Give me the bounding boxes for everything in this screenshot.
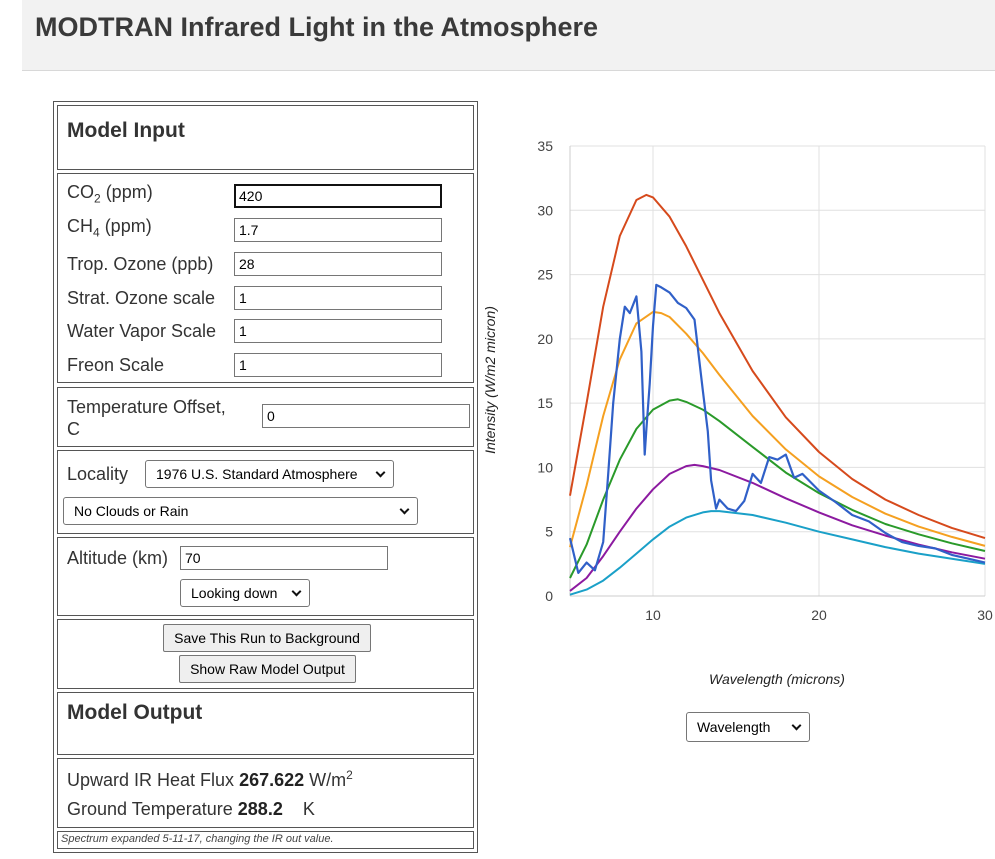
chart-tick-labels: 0 5 10 15 20 25 30 35 10 20 30 xyxy=(537,138,993,623)
model-output-header: Model Output xyxy=(57,692,474,755)
blackbody-curve-4 xyxy=(569,463,986,592)
altitude-section: Altitude (km) Looking down xyxy=(57,537,474,616)
temp-offset-input[interactable] xyxy=(262,404,470,428)
freon-input[interactable] xyxy=(234,353,442,377)
model-output-section: Upward IR Heat Flux 267.622 W/m2 Ground … xyxy=(57,758,474,828)
altitude-input[interactable] xyxy=(180,546,388,570)
upward-flux-unit: W/m2 xyxy=(309,768,353,790)
x-axis-mode-select[interactable]: Wavelength xyxy=(686,712,810,742)
altitude-label: Altitude (km) xyxy=(67,548,169,568)
locality-label: Locality xyxy=(67,464,129,484)
temp-offset-label-line2: C xyxy=(67,419,80,439)
blackbody-curve-5 xyxy=(569,510,986,596)
co2-label: CO2 (ppm) xyxy=(67,182,153,206)
save-run-button[interactable]: Save This Run to Background xyxy=(163,624,371,652)
strat-ozone-label: Strat. Ozone scale xyxy=(67,288,216,308)
y-tick-label: 20 xyxy=(537,331,553,347)
trop-ozone-label: Trop. Ozone (ppb) xyxy=(67,254,214,274)
ground-temp-value: 288.2 xyxy=(237,799,283,819)
trop-ozone-input[interactable] xyxy=(234,252,442,276)
x-tick-label: 10 xyxy=(645,607,661,623)
spectrum-chart: 0 5 10 15 20 25 30 35 10 20 30 Intensity (W/m2 mic… xyxy=(482,138,993,687)
spectrum-note: Spectrum expanded 5-11-17, changing the … xyxy=(61,833,334,845)
ground-temp-line: Ground Temperature 288.2 K xyxy=(67,799,315,820)
locality-select[interactable]: 1976 U.S. Standard Atmosphere xyxy=(145,460,394,488)
direction-select-value: Looking down xyxy=(191,585,278,601)
chevron-down-icon xyxy=(375,467,386,478)
clouds-select-value: No Clouds or Rain xyxy=(74,503,189,519)
co2-input[interactable] xyxy=(234,184,442,208)
upward-flux-line: Upward IR Heat Flux 267.622 W/m2 xyxy=(67,768,353,791)
locality-select-value: 1976 U.S. Standard Atmosphere xyxy=(156,466,358,482)
ch4-label: CH4 (ppm) xyxy=(67,216,152,240)
gas-inputs-section: CO2 (ppm) CH4 (ppm) Trop. Ozone (ppb) St… xyxy=(57,173,474,383)
page-title: MODTRAN Infrared Light in the Atmosphere xyxy=(35,12,599,42)
chart-series xyxy=(568,193,986,596)
chevron-down-icon xyxy=(399,504,410,515)
blackbody-curve-1 xyxy=(569,193,986,540)
chart-grid xyxy=(569,145,986,597)
y-tick-label: 25 xyxy=(537,267,553,283)
freon-label: Freon Scale xyxy=(67,355,165,375)
chevron-down-icon xyxy=(791,720,802,731)
upward-flux-label: Upward IR Heat Flux xyxy=(67,770,235,790)
y-tick-label: 15 xyxy=(537,395,553,411)
ground-temp-label: Ground Temperature xyxy=(67,799,233,819)
water-vapor-label: Water Vapor Scale xyxy=(67,321,217,341)
upward-flux-value: 267.622 xyxy=(239,770,305,790)
y-tick-label: 30 xyxy=(537,202,553,218)
direction-select[interactable]: Looking down xyxy=(180,579,310,607)
temperature-offset-section: Temperature Offset, C xyxy=(57,387,474,447)
ground-temp-unit: K xyxy=(302,799,315,819)
y-tick-label: 10 xyxy=(537,459,553,475)
water-vapor-input[interactable] xyxy=(234,319,442,343)
x-tick-label: 20 xyxy=(811,607,827,623)
temp-offset-label-line1: Temperature Offset, xyxy=(67,397,226,417)
y-axis-title: Intensity (W/m2 micron) xyxy=(482,306,498,454)
model-input-header: Model Input xyxy=(57,105,474,170)
x-axis-mode-value: Wavelength xyxy=(697,719,771,735)
spectrum-series-line xyxy=(568,283,986,574)
note-section: Spectrum expanded 5-11-17, changing the … xyxy=(57,831,474,849)
blackbody-curve-3 xyxy=(569,398,986,579)
model-panel: Model Input CO2 (ppm) CH4 (ppm) Trop. Oz… xyxy=(53,101,478,853)
strat-ozone-input[interactable] xyxy=(234,286,442,310)
y-tick-label: 0 xyxy=(545,588,553,604)
y-tick-label: 5 xyxy=(545,524,553,540)
chevron-down-icon xyxy=(291,586,302,597)
locality-section: Locality 1976 U.S. Standard Atmosphere N… xyxy=(57,450,474,534)
model-output-title: Model Output xyxy=(67,701,203,724)
x-axis-title: Wavelength (microns) xyxy=(709,671,845,687)
clouds-select[interactable]: No Clouds or Rain xyxy=(63,497,418,525)
x-tick-label: 30 xyxy=(977,607,993,623)
blackbody-curve-2 xyxy=(569,310,986,548)
model-input-title: Model Input xyxy=(67,119,185,142)
show-raw-output-button[interactable]: Show Raw Model Output xyxy=(179,655,356,683)
y-tick-label: 35 xyxy=(537,138,553,154)
title-bar: MODTRAN Infrared Light in the Atmosphere xyxy=(22,0,995,71)
buttons-section: Save This Run to Background Show Raw Mod… xyxy=(57,619,474,689)
ch4-input[interactable] xyxy=(234,218,442,242)
